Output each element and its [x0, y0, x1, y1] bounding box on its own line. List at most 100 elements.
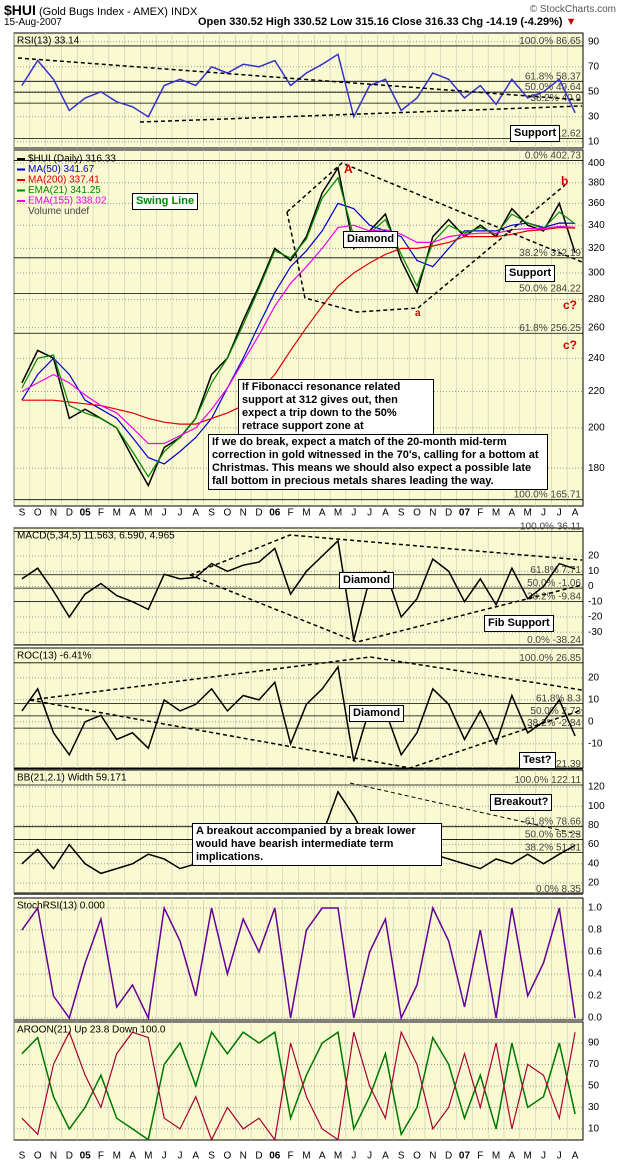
fib-percent: 50.0%	[519, 283, 547, 294]
quote: Open 330.52 High 330.52 Low 315.16 Close…	[198, 16, 577, 28]
symbol-line: $HUI (Gold Bugs Index - AMEX) INDX	[4, 2, 197, 18]
fib-label: 100.0% 26.85	[519, 652, 581, 663]
trend-line	[189, 574, 583, 643]
fib-percent: 100.0%	[514, 489, 548, 500]
x-tick-label: J	[367, 508, 372, 519]
x-tick-label: A	[572, 508, 579, 519]
x-tick-label: J	[351, 508, 356, 519]
x-tick-label: A	[572, 1151, 579, 1162]
wave-label: A	[344, 162, 353, 176]
x-tick-label: 05	[80, 508, 92, 519]
y-tick-label: 220	[588, 386, 605, 397]
quote-value: 330.52	[293, 16, 328, 28]
wave-label: c?	[563, 338, 578, 352]
x-tick-label: D	[66, 1151, 73, 1162]
fib-label: 100.0% 165.71	[514, 489, 582, 500]
fib-value: -1.06	[558, 578, 581, 589]
fib-value: 8.35	[562, 884, 582, 895]
y-tick-label: 20	[588, 673, 600, 684]
x-tick-label: S	[19, 1151, 26, 1162]
y-tick-label: 10	[588, 695, 600, 706]
y-tick-label: 0.6	[588, 947, 602, 958]
y-tick-label: 360	[588, 198, 605, 209]
y-tick-label: 0	[588, 716, 594, 727]
x-tick-label: M	[113, 1151, 121, 1162]
fib-value: 86.65	[556, 36, 581, 47]
fib-label: 61.8% 256.25	[519, 323, 581, 334]
x-tick-label: J	[162, 1151, 167, 1162]
x-tick-label: M	[334, 1151, 342, 1162]
quote-label: Low	[330, 16, 353, 28]
x-tick-label: J	[351, 1151, 356, 1162]
series-line	[21, 176, 576, 478]
fib-label: 100.0% 36.11	[520, 521, 581, 532]
x-tick-label: J	[541, 1151, 546, 1162]
wave-label: b	[561, 174, 569, 188]
x-tick-label: M	[524, 508, 532, 519]
annotation: Support	[510, 125, 561, 142]
x-tick-label: N	[240, 508, 247, 519]
fib-percent: 0.0%	[525, 150, 548, 161]
x-tick-label: S	[19, 508, 26, 519]
y-tick-label: 50	[588, 86, 600, 97]
x-tick-label: J	[541, 508, 546, 519]
fib-percent: 61.8%	[536, 693, 564, 704]
x-tick-label: M	[302, 508, 310, 519]
fib-value: 51.81	[556, 842, 581, 853]
x-tick-label: J	[177, 1151, 182, 1162]
y-tick-label: 50	[588, 1081, 600, 1092]
y-tick-label: 0.0	[588, 1013, 602, 1024]
y-tick-label: 30	[588, 1102, 600, 1113]
date: 15-Aug-2007	[4, 17, 62, 28]
quote-label: Chg	[461, 16, 484, 28]
quote-value: 315.16	[355, 16, 389, 28]
fib-percent: 38.2%	[525, 842, 553, 853]
x-tick-label: S	[208, 508, 215, 519]
y-tick-label: -20	[588, 612, 603, 623]
wave-label: c?	[563, 298, 578, 312]
fib-label: 50.0% 2.73	[530, 705, 581, 716]
y-tick-label: 60	[588, 839, 600, 850]
y-tick-label: 90	[588, 1038, 600, 1049]
x-tick-label: A	[509, 508, 516, 519]
y-tick-label: 0.4	[588, 969, 602, 980]
fib-label: 50.0% -1.06	[527, 578, 581, 589]
trend-line	[29, 656, 583, 701]
fib-percent: 50.0%	[525, 82, 553, 93]
fib-value: 122.11	[551, 775, 581, 786]
quote-label: High	[265, 16, 291, 28]
y-tick-label: 70	[588, 1059, 600, 1070]
x-tick-label: O	[34, 508, 42, 519]
x-tick-label: D	[255, 508, 262, 519]
fib-label: 50.0% 49.64	[525, 82, 582, 93]
y-tick-label: -30	[588, 627, 603, 638]
fib-percent: 0.0%	[527, 634, 550, 645]
y-tick-label: 0	[588, 581, 594, 592]
x-tick-label: J	[162, 508, 167, 519]
x-tick-label: M	[144, 508, 152, 519]
y-tick-label: -10	[588, 738, 603, 749]
series-line	[21, 539, 576, 640]
x-tick-label: O	[34, 1151, 42, 1162]
annotation: Fib Support	[484, 615, 554, 632]
trend-line	[286, 162, 583, 263]
fib-value: 402.73	[550, 150, 581, 161]
quote-label: Open	[198, 16, 227, 28]
x-tick-label: N	[50, 508, 57, 519]
fib-value: 12.62	[556, 128, 581, 139]
fib-value: 36.11	[557, 521, 582, 532]
x-tick-label: 07	[459, 508, 471, 519]
fib-value: 165.71	[550, 489, 581, 500]
panel-label: BB(21,2.1) Width 59.171	[17, 773, 127, 784]
trend-line	[189, 534, 583, 576]
y-tick-label: 380	[588, 177, 605, 188]
fib-label: 38.2% 40.9	[530, 93, 581, 104]
legend-label: EMA(155) 338.02	[28, 196, 107, 207]
x-tick-label: F	[477, 508, 483, 519]
series-line	[21, 202, 576, 465]
panel-label: ROC(13) -6.41%	[17, 651, 92, 662]
x-tick-label: N	[240, 1151, 247, 1162]
series-line	[21, 226, 576, 425]
